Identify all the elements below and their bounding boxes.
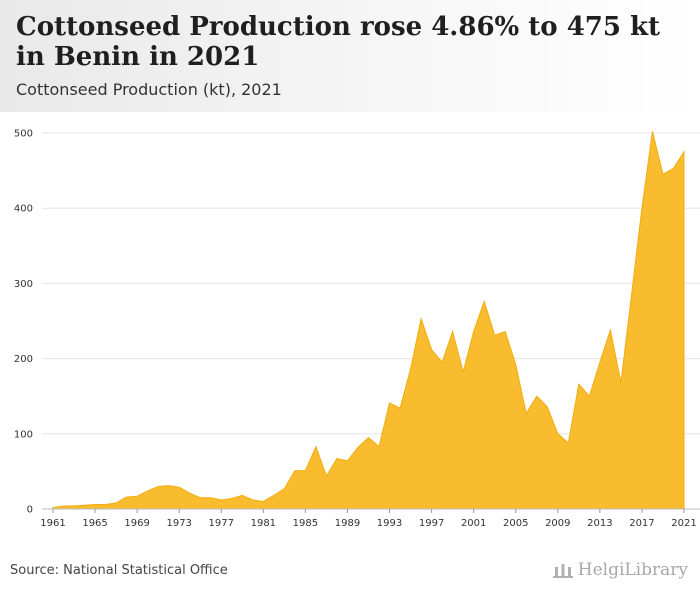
source-note: Source: National Statistical Office: [10, 563, 228, 578]
x-tick-label: 1985: [293, 518, 318, 529]
series-area: [52, 131, 685, 510]
header-banner: Cottonseed Production rose 4.86% to 475 …: [0, 0, 700, 112]
x-tick-label: 1965: [82, 518, 107, 529]
x-tick-label: 1977: [209, 518, 234, 529]
brand-logo: HelgiLibrary: [552, 560, 688, 580]
chart-subtitle: Cottonseed Production (kt), 2021: [16, 80, 282, 99]
y-tick-label: 300: [14, 279, 33, 290]
x-tick-label: 1997: [419, 518, 444, 529]
x-tick-label: 2009: [545, 518, 570, 529]
y-tick-label: 400: [14, 204, 33, 215]
chart-title: Cottonseed Production rose 4.86% to 475 …: [16, 12, 661, 72]
x-tick-label: 1989: [335, 518, 360, 529]
library-icon: [552, 564, 573, 578]
x-tick-label: 1969: [124, 518, 149, 529]
brand-name: HelgiLibrary: [577, 560, 688, 580]
y-tick-label: 100: [14, 429, 33, 440]
x-tick-label: 2017: [629, 518, 654, 529]
y-tick-label: 500: [14, 129, 33, 140]
x-tick-label: 2013: [587, 518, 612, 529]
y-tick-label: 0: [27, 505, 33, 516]
x-tick-label: 2021: [671, 518, 696, 529]
x-tick-label: 1981: [251, 518, 276, 529]
y-axis: 0 100 200 300 400 500: [14, 129, 33, 516]
y-tick-label: 200: [14, 354, 33, 365]
x-axis-ticks: 1961 1965 1969 1973 1977 1981 1985 1989 1993 1997…: [40, 509, 697, 529]
x-tick-label: 1973: [166, 518, 191, 529]
area-chart: 0 100 200 300 400 500 1961 1965 1969 1973 1977 198…: [14, 129, 700, 529]
x-tick-label: 1993: [377, 518, 402, 529]
x-tick-label: 1961: [40, 518, 65, 529]
x-tick-label: 2005: [503, 518, 528, 529]
x-tick-label: 2001: [461, 518, 486, 529]
